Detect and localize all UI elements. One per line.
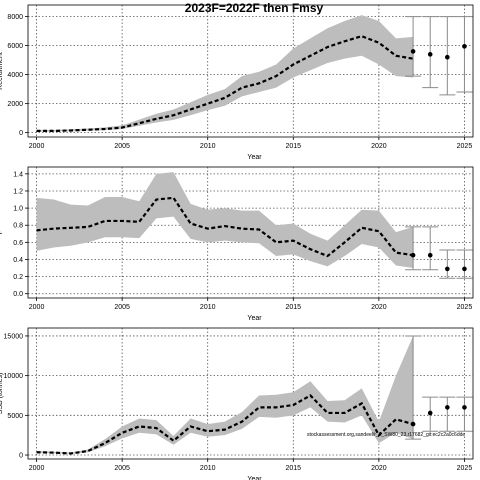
y-tick-label: 0.8 [13, 223, 23, 230]
y-tick-label: 8000 [7, 14, 23, 21]
x-tick-label: 2005 [114, 304, 130, 311]
forecast-point [462, 44, 467, 49]
x-tick-label: 2025 [457, 143, 473, 150]
x-tick-label: 2015 [285, 143, 301, 150]
y-tick-label: 10000 [4, 373, 24, 380]
x-tick-label: 2020 [371, 304, 387, 311]
forecast-point [445, 54, 450, 60]
forecast-point [427, 52, 433, 57]
forecast-point [410, 252, 416, 258]
source-annotation: stockassessment.org,sandeel/r_2_SW80_23,… [307, 432, 465, 438]
chart-title: 2023F=2022F then Fmsy [185, 1, 324, 15]
forecast-point [427, 410, 433, 416]
recruitment-panel: 2000 2005 2010 2015 2020 2025 0 2000 4000 6000 800… [0, 4, 474, 161]
x-tick-label: 2015 [285, 465, 301, 472]
x-tick-label: 2000 [29, 143, 45, 150]
forecast-point [410, 49, 416, 54]
plot-frame [27, 166, 474, 299]
x-tick-label: 2010 [200, 465, 216, 472]
confidence-band [36, 172, 414, 269]
confidence-band [36, 15, 414, 132]
x-tick-label: 2025 [457, 465, 473, 472]
forecast-point [427, 252, 433, 258]
y-axis-label: Recruitment [0, 52, 4, 90]
forecast-point [462, 405, 467, 410]
y-tick-label: 1.4 [13, 171, 23, 178]
x-tick-label: 2010 [200, 143, 216, 150]
forecast-point [445, 405, 450, 410]
y-tick-label: 0 [19, 453, 23, 460]
estimate-line [36, 35, 414, 133]
estimate-line [36, 394, 414, 455]
forecast-point [445, 266, 450, 272]
y-tick-label: 4000 [7, 72, 23, 79]
x-tick-label: 2005 [114, 143, 130, 150]
x-tick-label: 2000 [29, 465, 45, 472]
fishing-mortality-panel: 2000 2005 2010 2015 2020 2025 0.0 0.2 0.4 0.6 0.8 1… [0, 166, 474, 322]
y-axis-label: F [0, 230, 4, 234]
x-tick-label: 2005 [114, 465, 130, 472]
forecast-point [462, 266, 467, 272]
y-tick-label: 0.0 [13, 291, 23, 298]
x-axis-label: Year [247, 154, 262, 161]
estimate-line [36, 196, 414, 258]
confidence-band [36, 335, 414, 454]
x-tick-label: 2000 [29, 304, 45, 311]
plot-frame [27, 327, 474, 460]
y-tick-label: 0 [19, 130, 23, 137]
y-axis-label: SSB (tonnes) [0, 373, 4, 415]
x-tick-label: 2020 [371, 143, 387, 150]
y-tick-label: 0.2 [13, 274, 23, 281]
y-tick-label: 6000 [7, 43, 23, 50]
x-tick-label: 2025 [457, 304, 473, 311]
y-tick-label: 0.6 [13, 240, 23, 247]
plot-frame [27, 4, 474, 138]
x-tick-label: 2010 [200, 304, 216, 311]
ssb-panel: 2000 2005 2010 2015 2020 2025 0 5000 10000 15000 Y… [0, 327, 474, 480]
y-tick-label: 15000 [4, 333, 24, 340]
y-tick-label: 2000 [7, 101, 23, 108]
x-tick-label: 2020 [371, 465, 387, 472]
y-tick-label: 1.0 [13, 206, 23, 213]
y-tick-label: 0.4 [13, 257, 23, 264]
x-axis-label: Year [247, 476, 262, 480]
x-axis-label: Year [247, 315, 262, 322]
y-tick-label: 1.2 [13, 188, 23, 195]
y-tick-label: 5000 [7, 413, 23, 420]
x-tick-label: 2015 [285, 304, 301, 311]
forecast-point [410, 421, 416, 427]
